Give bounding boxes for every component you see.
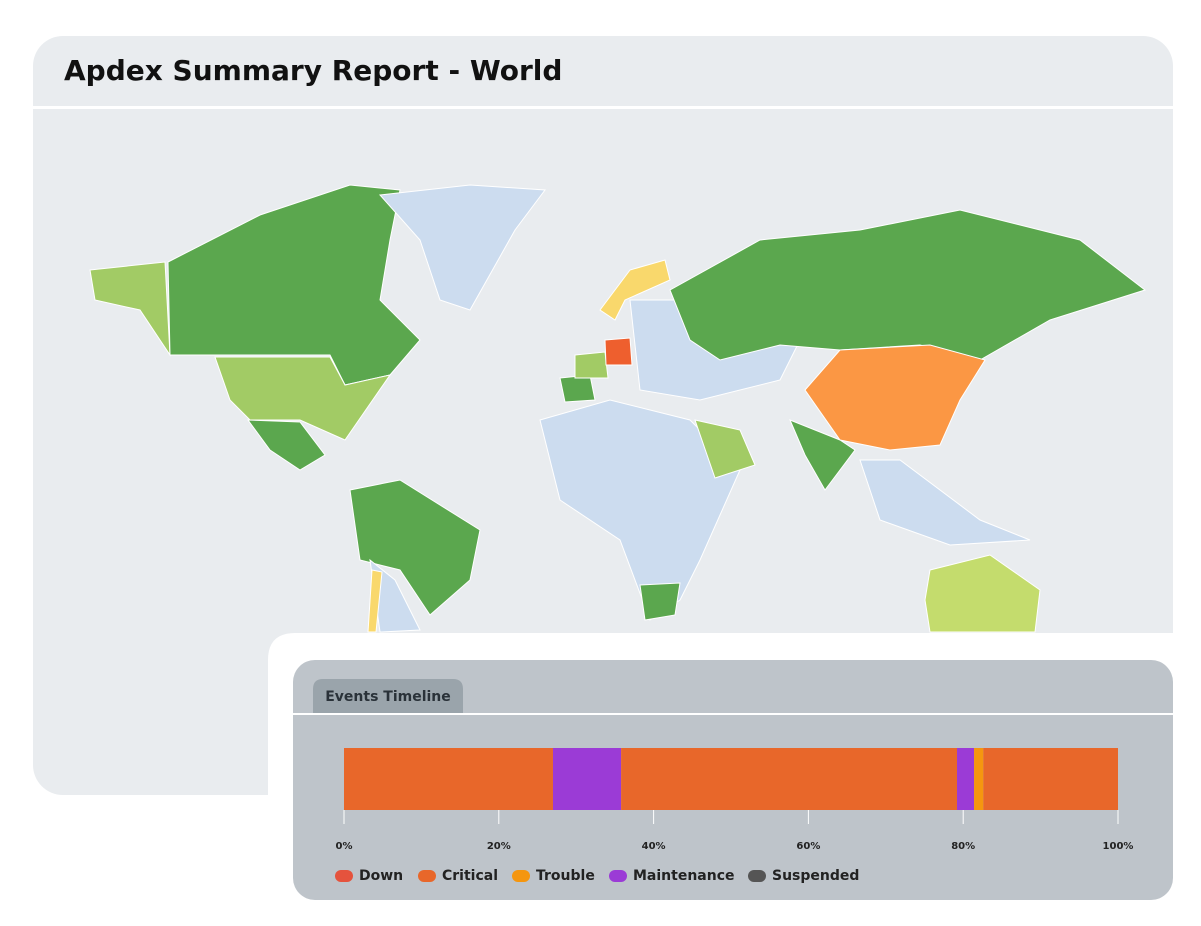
x-tick-label: 0%	[336, 841, 353, 852]
timeline-segment	[552, 748, 622, 810]
world-map	[89, 184, 1147, 633]
x-tick-label: 100%	[1103, 841, 1134, 852]
legend-label: Down	[359, 868, 403, 884]
tab-label[interactable]: Events Timeline	[325, 689, 451, 705]
tab[interactable]	[313, 679, 463, 713]
x-tick-label: 80%	[951, 841, 975, 852]
legend-swatch	[609, 870, 627, 882]
legend-label: Suspended	[772, 868, 859, 884]
x-tick-label: 40%	[642, 841, 666, 852]
timeline-segment	[974, 748, 984, 810]
timeline-segment	[983, 748, 1118, 810]
x-tick-label: 60%	[796, 841, 820, 852]
timeline-segment	[344, 748, 553, 810]
timeline-plot: 0% 20% 40% 60% 80% 100% Down Critical Trouble Mai…	[335, 748, 1133, 884]
legend-swatch	[512, 870, 530, 882]
timeline-segment	[621, 748, 958, 810]
legend-swatch	[335, 870, 353, 882]
legend-label: Trouble	[536, 868, 595, 884]
legend-swatch	[748, 870, 766, 882]
x-tick-label: 20%	[487, 841, 511, 852]
legend-label: Maintenance	[633, 868, 735, 884]
report-title: Apdex Summary Report - World	[64, 54, 562, 87]
timeline-segment	[957, 748, 975, 810]
legend-swatch	[418, 870, 436, 882]
legend-label: Critical	[442, 868, 498, 884]
